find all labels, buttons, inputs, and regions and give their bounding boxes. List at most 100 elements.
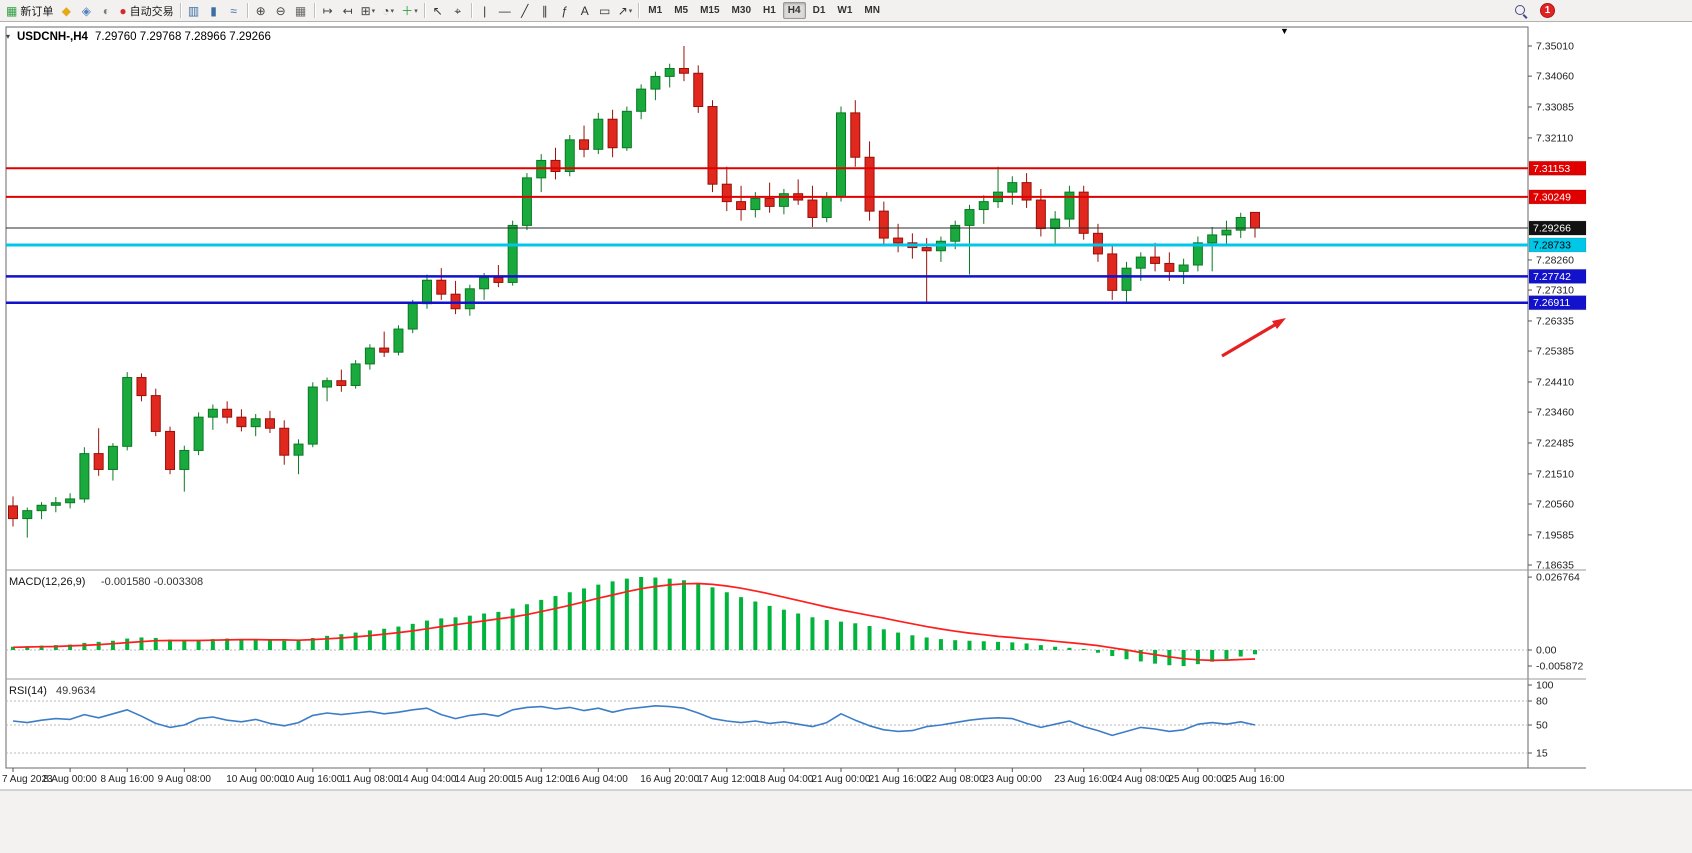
toolbar-separator (313, 3, 315, 18)
macd-bar (981, 641, 986, 650)
zoom-in-button[interactable]: ⊕ (251, 1, 271, 21)
level-price-box[interactable] (1528, 160, 1587, 176)
candle-body (379, 347, 390, 353)
level-price-box[interactable] (1528, 295, 1587, 311)
candle-body (293, 443, 304, 456)
autoscroll-button[interactable]: ↦ (318, 1, 338, 21)
time-axis-label: 23 Aug 16:00 (1054, 774, 1113, 785)
price-axis-label: 7.20560 (1536, 499, 1574, 511)
navigator-button[interactable]: ◐ (96, 1, 116, 21)
candle-body (521, 177, 532, 226)
time-axis-label: 11 Aug 08:00 (341, 774, 400, 785)
macd-bar (567, 592, 572, 650)
bar-chart-button[interactable]: ▥ (184, 1, 204, 21)
macd-bar (653, 577, 658, 650)
timeframe-button-m30[interactable]: M30 (727, 2, 756, 19)
candle-body (964, 209, 975, 226)
candle-body (1021, 182, 1032, 201)
price-chart[interactable]: 7.35010 7.34060 7.33085 7.32110 7.28260 7.273… (0, 22, 1692, 853)
market-watch-button[interactable]: ◆ (56, 1, 76, 21)
macd-bar (253, 639, 258, 650)
trendline-button[interactable]: ╱ (515, 1, 535, 21)
macd-indicator-label: MACD(12,26,9) (9, 576, 85, 588)
candle-body (864, 156, 875, 212)
label-button[interactable]: ▭ (595, 1, 615, 21)
candle-body (179, 449, 190, 470)
time-axis-label: 10 Aug 00:00 (226, 774, 285, 785)
toolbar-separator (470, 3, 472, 18)
current-price-box[interactable] (1528, 220, 1587, 236)
candle-body (1007, 182, 1018, 193)
price-axis-label: 7.35010 (1536, 41, 1574, 53)
timeframe-button-w1[interactable]: W1 (832, 2, 857, 19)
tile-windows-button[interactable]: ▦ (291, 1, 311, 21)
candle-body (393, 328, 404, 353)
candle-body (65, 498, 76, 504)
new-order-button[interactable]: ▦ 新订单 (3, 1, 56, 21)
arrows-icon: ↗ (617, 3, 628, 18)
macd-signal-line (12, 582, 1256, 662)
line-chart-button[interactable]: ≈ (224, 1, 244, 21)
vline-button[interactable]: | (475, 1, 495, 21)
macd-bar (96, 641, 101, 650)
cursor-button[interactable]: ↖ (428, 1, 448, 21)
indicators-icon: ＋ (401, 3, 414, 18)
time-axis-label: 21 Aug 16:00 (869, 774, 928, 785)
arrows-button[interactable]: ↗ ▾ (615, 1, 636, 21)
timeframe-button-m1[interactable]: M1 (643, 2, 667, 19)
autotrade-button[interactable]: ● 自动交易 (116, 1, 176, 21)
macd-bar (196, 640, 201, 650)
candle-body (264, 418, 275, 429)
candle-body (350, 363, 361, 386)
macd-bar (267, 640, 272, 650)
level-price-box[interactable] (1528, 189, 1587, 205)
navigator-icon: ◐ (102, 3, 110, 18)
macd-bar (396, 626, 401, 650)
data-window-button[interactable]: ◈ (76, 1, 96, 21)
toolbar-separator (246, 3, 248, 18)
chart-shift-button[interactable]: ↤ (338, 1, 358, 21)
fibonacci-button[interactable]: ƒ (555, 1, 575, 21)
timeframe-button-mn[interactable]: MN (859, 2, 885, 19)
candle-body (22, 510, 33, 520)
candle-body (250, 418, 261, 428)
candle-body (1035, 199, 1046, 230)
new-chart-button[interactable]: ⊞ ▾ (358, 1, 379, 21)
candle-body (479, 277, 490, 290)
channel-button[interactable]: ∥ (535, 1, 555, 21)
timeframe-button-m15[interactable]: M15 (695, 2, 724, 19)
indicators-button[interactable]: ＋ ▾ (398, 1, 421, 21)
level-price-label: 7.26911 (1533, 297, 1570, 309)
search-button[interactable] (1514, 4, 1530, 20)
autotrade-icon: ● (119, 3, 127, 18)
level-price-box[interactable] (1528, 237, 1587, 253)
new-chart-icon: ⊞ (360, 3, 371, 18)
macd-bar (68, 644, 73, 650)
notification-badge[interactable]: 1 (1540, 3, 1555, 18)
status-area (0, 790, 1692, 853)
level-price-label: 7.30249 (1533, 191, 1571, 203)
zoom-in-icon: ⊕ (255, 3, 266, 18)
chevron-down-icon: ▾ (414, 7, 418, 15)
level-price-box[interactable] (1528, 268, 1587, 284)
timeframe-button-d1[interactable]: D1 (808, 2, 831, 19)
crosshair-button[interactable]: ⌖ (448, 1, 468, 21)
zoom-out-button[interactable]: ⊖ (271, 1, 291, 21)
timeframe-button-m5[interactable]: M5 (669, 2, 693, 19)
timeframe-button-h1[interactable]: H1 (758, 2, 781, 19)
new-order-button-label: 新订单 (20, 5, 54, 18)
time-axis-label: 17 Aug 12:00 (697, 774, 756, 785)
text-button[interactable]: A (575, 1, 595, 21)
candle-chart-button[interactable]: ▮ (204, 1, 224, 21)
periods-button[interactable]: ◔ ▾ (378, 1, 398, 21)
candle-body (364, 347, 375, 365)
annotation-arrow[interactable] (1221, 321, 1279, 358)
timeframe-button-h4[interactable]: H4 (782, 2, 806, 19)
symbol-expander-icon[interactable]: ▾ (6, 32, 10, 41)
macd-bar (553, 596, 558, 650)
macd-bar (1053, 646, 1058, 650)
candle-body (564, 139, 575, 173)
candle-body (736, 201, 747, 211)
hline-button[interactable]: — (495, 1, 515, 21)
chart-shift-marker-icon[interactable]: ▼ (1280, 26, 1289, 36)
